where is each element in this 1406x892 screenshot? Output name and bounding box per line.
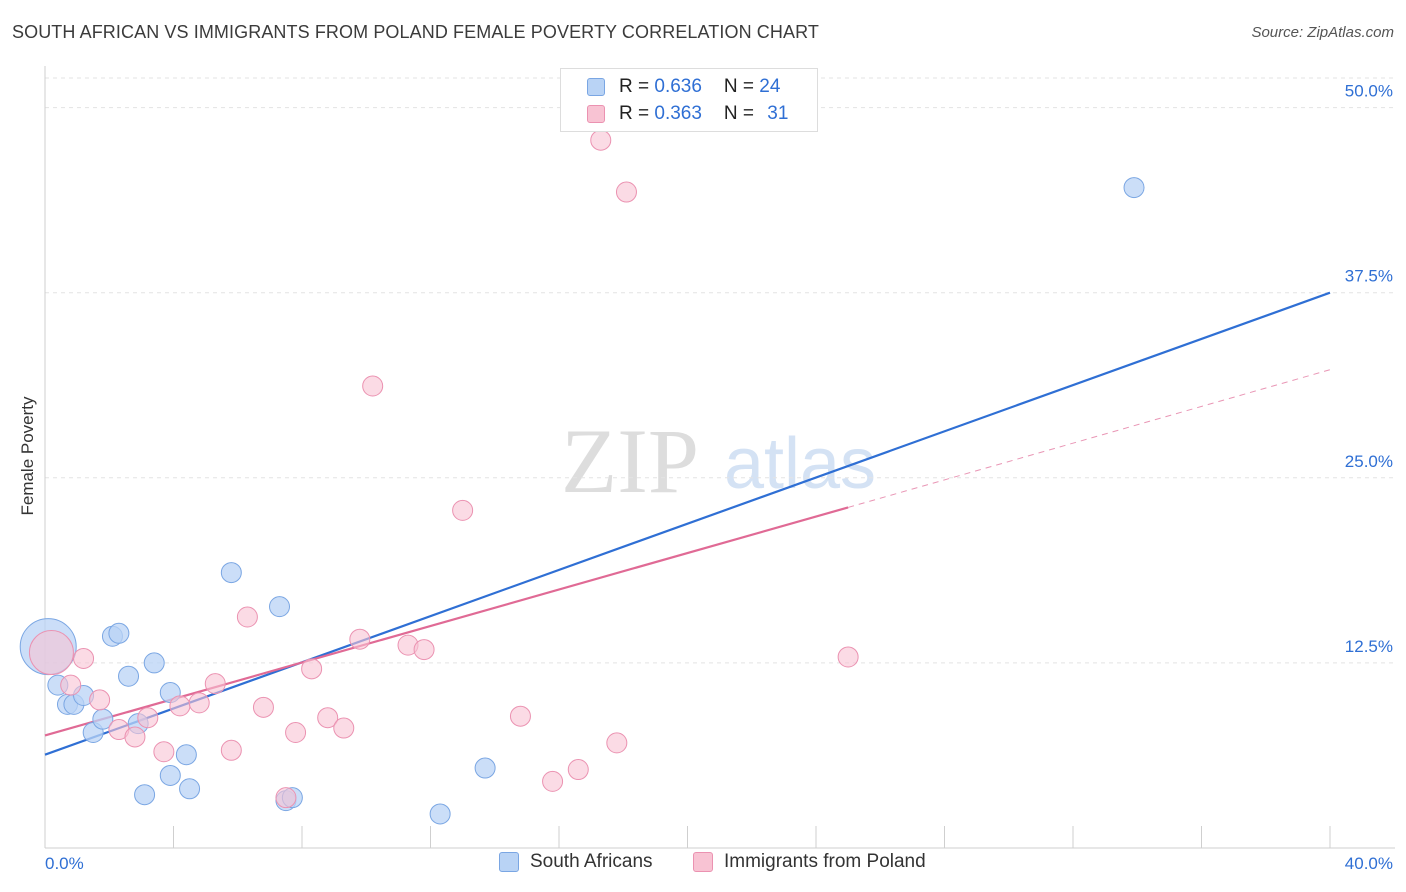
- n-value: 31: [767, 103, 789, 124]
- data-point-poland[interactable]: [285, 722, 307, 743]
- blue-swatch: [587, 78, 605, 96]
- data-point-poland[interactable]: [317, 707, 339, 729]
- y-tick-label: 50.0%: [1345, 82, 1393, 101]
- data-point-poland[interactable]: [169, 695, 191, 717]
- data-point-poland[interactable]: [236, 606, 258, 628]
- data-point-south-africans[interactable]: [159, 764, 181, 786]
- y-tick-label: 25.0%: [1345, 452, 1393, 471]
- source-label: Source: ZipAtlas.com: [1251, 24, 1394, 41]
- series-legend: South Africans Immigrants from Poland: [0, 851, 1406, 877]
- watermark: ZIP atlas: [561, 410, 876, 512]
- n-label: N =: [723, 103, 760, 124]
- legend-item-immigrants-from-poland[interactable]: Immigrants from Poland: [693, 851, 926, 873]
- data-point-poland[interactable]: [28, 630, 74, 676]
- stats-legend-row-south-africans: R = 0.636 N = 24: [587, 75, 780, 99]
- data-point-poland[interactable]: [73, 647, 95, 669]
- data-point-poland[interactable]: [837, 646, 859, 668]
- data-point-poland[interactable]: [301, 658, 323, 680]
- pink-swatch: [693, 852, 713, 872]
- data-point-south-africans[interactable]: [269, 596, 291, 618]
- r-value: 0.636: [654, 76, 702, 97]
- legend-label: South Africans: [530, 851, 653, 872]
- watermark-zip: ZIP: [561, 410, 699, 512]
- data-point-poland[interactable]: [333, 717, 355, 739]
- data-point-south-africans[interactable]: [134, 784, 156, 806]
- data-point-poland[interactable]: [137, 707, 159, 729]
- y-tick-label: 12.5%: [1345, 637, 1393, 656]
- data-point-south-africans[interactable]: [179, 778, 201, 800]
- trend-line-poland-extension: [847, 369, 1331, 508]
- data-point-poland[interactable]: [615, 181, 637, 203]
- x-tick-label: 0.0%: [45, 854, 84, 873]
- data-point-south-africans[interactable]: [474, 757, 496, 779]
- data-point-poland[interactable]: [452, 499, 474, 521]
- data-point-poland[interactable]: [204, 673, 226, 695]
- data-point-poland[interactable]: [153, 741, 175, 763]
- data-point-poland[interactable]: [542, 770, 564, 792]
- chart-title: SOUTH AFRICAN VS IMMIGRANTS FROM POLAND …: [12, 22, 819, 42]
- data-point-poland[interactable]: [606, 732, 628, 754]
- stats-legend: R = 0.636 N = 24 R = 0.363 N = 31: [560, 68, 818, 132]
- data-point-poland[interactable]: [124, 726, 146, 748]
- data-point-south-africans[interactable]: [108, 622, 130, 644]
- data-point-south-africans[interactable]: [118, 665, 140, 687]
- trend-line-south-africans: [44, 291, 1331, 756]
- blue-swatch: [499, 852, 519, 872]
- data-point-south-africans[interactable]: [429, 803, 451, 825]
- legend-item-south-africans[interactable]: South Africans: [499, 851, 653, 873]
- data-point-poland[interactable]: [275, 787, 297, 809]
- stats-legend-row-poland: R = 0.363 N = 31: [587, 102, 788, 126]
- data-point-poland[interactable]: [220, 739, 242, 761]
- data-point-poland[interactable]: [188, 692, 210, 714]
- x-tick-label: 40.0%: [1345, 854, 1393, 873]
- data-point-south-africans[interactable]: [1123, 177, 1145, 199]
- data-point-poland[interactable]: [252, 696, 274, 718]
- data-point-poland[interactable]: [349, 628, 371, 650]
- data-point-poland[interactable]: [60, 674, 82, 696]
- data-point-poland[interactable]: [362, 375, 384, 397]
- legend-label: Immigrants from Poland: [724, 851, 926, 872]
- data-point-south-africans[interactable]: [175, 744, 197, 766]
- n-value: 24: [759, 76, 781, 97]
- pink-swatch: [587, 105, 605, 123]
- r-value: 0.363: [654, 103, 702, 124]
- data-point-poland[interactable]: [590, 129, 612, 151]
- data-point-poland[interactable]: [509, 705, 531, 727]
- y-tick-label: 37.5%: [1345, 267, 1393, 286]
- n-label: N =: [723, 76, 760, 97]
- data-point-south-africans[interactable]: [143, 652, 165, 674]
- data-point-poland[interactable]: [413, 639, 435, 661]
- r-label: R =: [619, 76, 655, 97]
- r-label: R =: [619, 103, 655, 124]
- data-point-poland[interactable]: [89, 689, 111, 711]
- y-axis-label: Female Poverty: [18, 396, 37, 516]
- data-point-poland[interactable]: [567, 759, 589, 781]
- data-point-south-africans[interactable]: [220, 562, 242, 584]
